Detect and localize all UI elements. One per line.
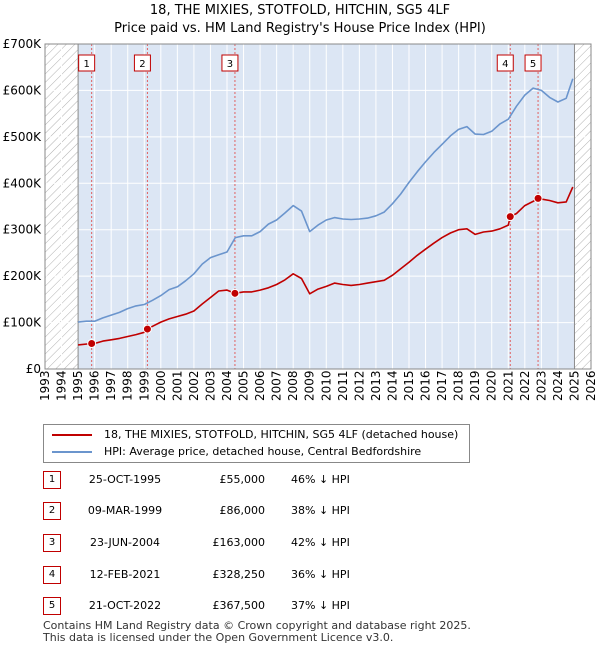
x-tick-label: 2018 [452, 370, 466, 401]
x-tick-label: 2012 [352, 370, 366, 401]
hpi-series-line [78, 78, 574, 323]
x-tick-label: 2009 [303, 370, 317, 401]
y-tick-label: £500K [3, 130, 43, 144]
sale-hpi-diff: 36% ↓ HPI [291, 568, 350, 581]
x-tick-label: 1993 [38, 370, 52, 401]
sale-hpi-diff: 42% ↓ HPI [291, 536, 350, 549]
y-tick-label: £200K [3, 269, 43, 283]
x-tick-label: 2017 [435, 370, 449, 401]
sale-price: £163,000 [212, 536, 266, 549]
sale-label-box [221, 54, 239, 72]
y-tick-label: £300K [3, 223, 43, 237]
sale-row: 1 25-OCT-1995 £55,000 46% ↓ HPI [43, 471, 443, 491]
sale-date: 09-MAR-1999 [87, 504, 163, 517]
x-tick-label: 2006 [253, 370, 267, 401]
x-tick-label: 2022 [518, 370, 532, 401]
plot-frame [44, 43, 592, 370]
x-tick-label: 2026 [584, 370, 598, 401]
x-tick-label: 2021 [501, 370, 515, 401]
legend-label-hpi: HPI: Average price, detached house, Cent… [104, 445, 422, 458]
chart-subtitle: Price paid vs. HM Land Registry's House … [114, 21, 486, 36]
footer-line-2: This data is licensed under the Open Gov… [43, 631, 394, 644]
x-tick-label: 2010 [319, 370, 333, 401]
y-tick-label: £0 [26, 362, 41, 376]
y-tick-label: £100K [3, 316, 43, 330]
sale-number-badge: 2 [43, 502, 61, 520]
sale-label-number: 5 [530, 59, 536, 70]
sale-number-badge: 3 [43, 534, 61, 552]
sale-number-badge: 5 [43, 597, 61, 615]
sale-row: 3 23-JUN-2004 £163,000 42% ↓ HPI [43, 534, 443, 554]
sale-number-badge: 1 [43, 471, 61, 489]
x-tick-label: 2001 [170, 370, 184, 401]
x-tick-label: 2014 [385, 370, 399, 401]
sale-date: 21-OCT-2022 [88, 599, 162, 612]
legend-swatch-property [52, 434, 92, 436]
x-tick-label: 2007 [270, 370, 284, 401]
sale-label-box [133, 54, 151, 72]
sale-label-number: 3 [227, 59, 233, 70]
x-tick-label: 1999 [137, 370, 151, 401]
y-tick-label: £600K [3, 83, 43, 97]
sale-hpi-diff: 38% ↓ HPI [291, 504, 350, 517]
sale-label-box [496, 54, 514, 72]
sale-row: 5 21-OCT-2022 £367,500 37% ↓ HPI [43, 597, 443, 617]
sale-point [505, 212, 515, 222]
property-price-series-line [78, 186, 574, 346]
y-tick-label: £400K [3, 176, 43, 190]
hatched-range [574, 44, 591, 369]
x-tick-label: 2004 [220, 370, 234, 401]
sale-hpi-diff: 37% ↓ HPI [291, 599, 350, 612]
sale-label-number: 4 [502, 59, 508, 70]
x-tick-label: 1994 [55, 370, 69, 401]
sale-hpi-diff: 46% ↓ HPI [291, 473, 350, 486]
y-tick-label: £700K [3, 37, 43, 51]
chart-legend: 18, THE MIXIES, STOTFOLD, HITCHIN, SG5 4… [43, 424, 470, 463]
sale-date: 12-FEB-2021 [89, 568, 161, 581]
x-tick-label: 2025 [567, 370, 581, 401]
sale-price: £367,500 [212, 599, 266, 612]
x-tick-label: 2002 [187, 370, 201, 401]
x-tick-label: 2015 [402, 370, 416, 401]
sale-number-badge: 4 [43, 566, 61, 584]
x-tick-label: 2011 [336, 370, 350, 401]
sale-price: £55,000 [219, 473, 266, 486]
price-chart: 1 2 3 4 5 £0 £100K £200K £300K £400K £500K £600K £70… [3, 37, 598, 401]
sale-label-box [78, 54, 96, 72]
x-tick-label: 1996 [88, 370, 102, 401]
chart-title: 18, THE MIXIES, STOTFOLD, HITCHIN, SG5 4… [149, 3, 451, 18]
sale-price: £328,250 [212, 568, 266, 581]
x-tick-label: 2019 [468, 370, 482, 401]
sale-label-box [524, 54, 542, 72]
x-tick-label: 1995 [71, 370, 85, 401]
sale-row: 4 12-FEB-2021 £328,250 36% ↓ HPI [43, 566, 443, 586]
footer-attribution: Contains HM Land Registry data © Crown c… [43, 620, 471, 644]
x-tick-label: 2005 [237, 370, 251, 401]
sale-price: £86,000 [219, 504, 266, 517]
legend-label-property: 18, THE MIXIES, STOTFOLD, HITCHIN, SG5 4… [104, 428, 459, 441]
legend-swatch-hpi [52, 451, 92, 453]
sale-point [533, 193, 543, 203]
x-tick-label: 2024 [551, 370, 565, 401]
x-tick-label: 2003 [203, 370, 217, 401]
x-tick-label: 2013 [369, 370, 383, 401]
x-tick-label: 1998 [121, 370, 135, 401]
sale-date: 25-OCT-1995 [88, 473, 162, 486]
sale-label-number: 1 [83, 59, 89, 70]
sale-row: 2 09-MAR-1999 £86,000 38% ↓ HPI [43, 502, 443, 522]
sale-label-number: 2 [139, 59, 145, 70]
sale-point [87, 338, 97, 348]
x-tick-label: 1997 [104, 370, 118, 401]
x-tick-label: 2000 [154, 370, 168, 401]
sale-point [230, 288, 240, 298]
sale-point [142, 324, 152, 334]
x-tick-label: 2016 [419, 370, 433, 401]
footer-line-1: Contains HM Land Registry data © Crown c… [43, 619, 471, 632]
sale-date: 23-JUN-2004 [89, 536, 161, 549]
x-tick-label: 2008 [286, 370, 300, 401]
x-tick-label: 2023 [534, 370, 548, 401]
x-tick-label: 2020 [485, 370, 499, 401]
